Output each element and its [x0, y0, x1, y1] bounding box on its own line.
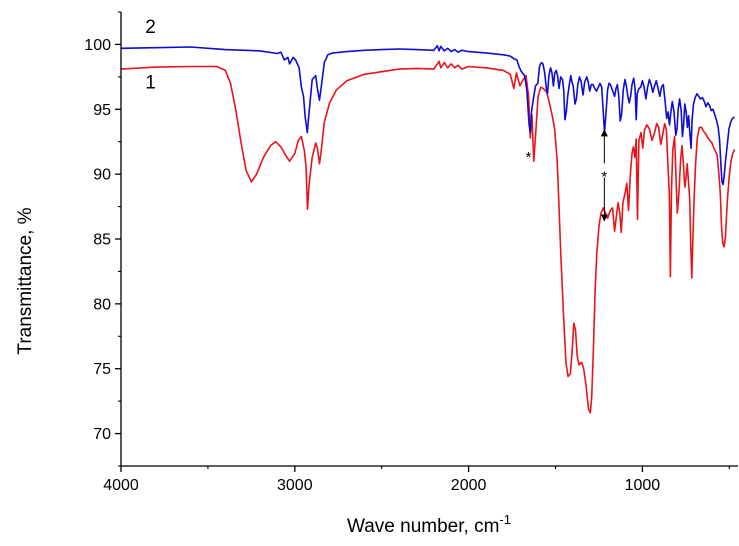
annotation-layer: 1 2 * * — [145, 17, 608, 222]
y-tick-label: 75 — [93, 361, 111, 378]
x-tick-label: 4000 — [103, 477, 139, 494]
asterisk-annotation: * — [601, 168, 607, 185]
series-line-2 — [120, 44, 735, 186]
series-layer — [120, 44, 736, 414]
y-tick-label: 70 — [93, 426, 111, 443]
axes-layer: 70 75 80 85 90 95 100 4000 3000 2000 1000 — [84, 11, 738, 494]
series-line-1 — [120, 60, 736, 414]
x-tick-label: 3000 — [277, 477, 313, 494]
x-axis-title: Wave number, cm-1 — [347, 512, 511, 537]
series-label-2: 2 — [145, 17, 156, 38]
x-axis-title-superscript: -1 — [499, 512, 511, 527]
y-tick-label: 100 — [84, 37, 111, 54]
y-axis-title: Transmittance, % — [15, 207, 36, 354]
x-tick-label: 2000 — [451, 477, 487, 494]
x-axis-title-main: Wave number, cm — [347, 516, 499, 537]
y-tick-label: 85 — [93, 232, 111, 249]
x-tick-label: 1000 — [625, 477, 661, 494]
series-label-1: 1 — [145, 73, 156, 94]
y-tick-label: 80 — [93, 296, 111, 313]
asterisk-annotation: * — [526, 149, 532, 166]
y-tick-label: 90 — [93, 167, 111, 184]
y-tick-label: 95 — [93, 102, 111, 119]
